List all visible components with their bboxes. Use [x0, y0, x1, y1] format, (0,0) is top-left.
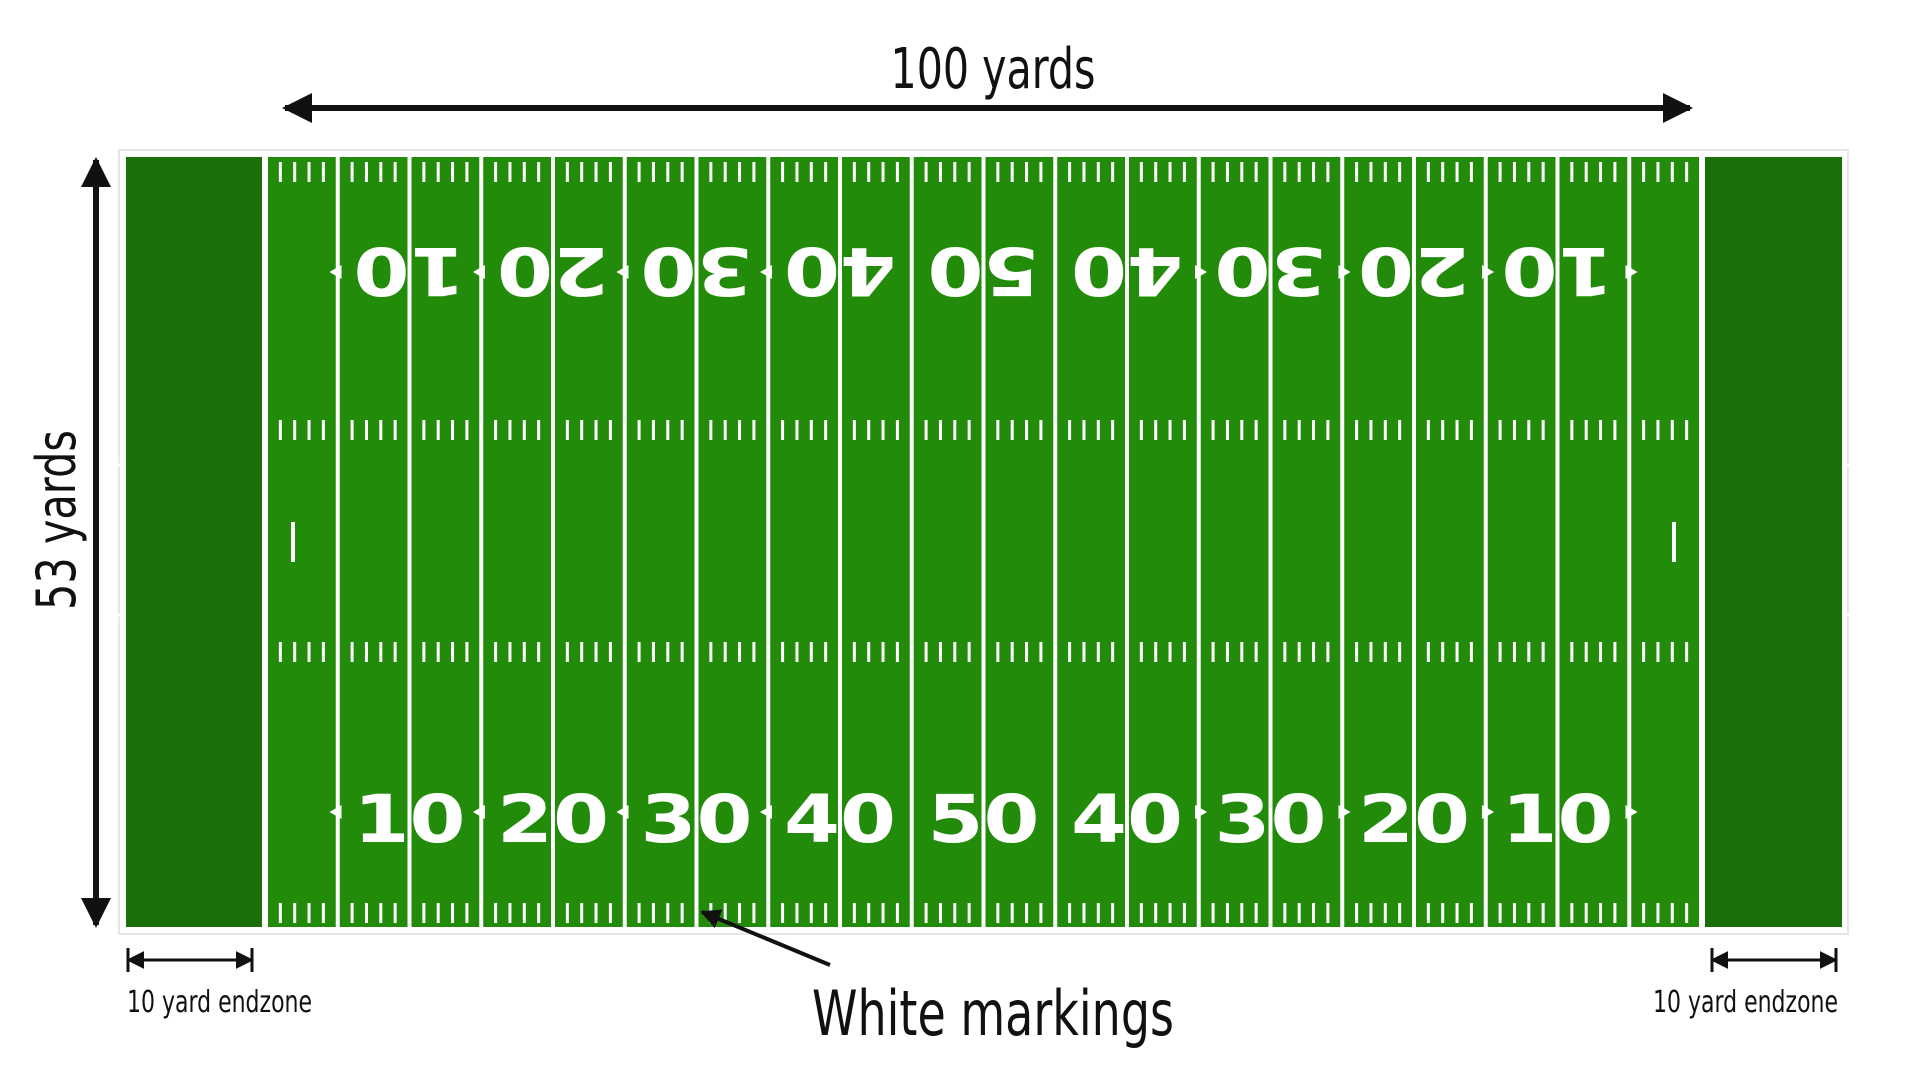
yard-numbers-bottom: 10 20 30 40 50 40 30 20 10 [354, 781, 1614, 858]
yard-number-top: 10 [354, 232, 466, 309]
direction-arrow [329, 265, 342, 279]
yard-number-top: 40 [784, 232, 896, 309]
yard-number-bottom: 20 [1358, 781, 1470, 858]
direction-arrow [616, 265, 629, 279]
yard-lines [112, 157, 1856, 927]
yard-number-bottom: 50 [928, 781, 1040, 858]
yard-number-bottom: 10 [354, 781, 466, 858]
endzone-right [1705, 157, 1842, 927]
endzone-dimension-right: 10 yard endzone [1653, 948, 1838, 1020]
yard-numbers-top: 10 20 30 40 50 40 30 20 10 [354, 232, 1614, 309]
direction-arrow [473, 805, 485, 819]
endzone-left-label: 10 yard endzone [127, 985, 312, 1020]
yard-number-bottom: 10 [1502, 781, 1614, 858]
yard-number-bottom: 30 [641, 781, 753, 858]
direction-arrow [1338, 805, 1351, 819]
yard-number-bottom: 40 [1071, 781, 1183, 858]
direction-arrow [1482, 805, 1494, 819]
endzone-left [126, 157, 262, 927]
direction-arrow [760, 805, 772, 819]
yard-number-top: 50 [928, 232, 1040, 309]
direction-arrow [1625, 265, 1638, 279]
width-dimension: 53 yards [25, 157, 111, 928]
football-field: 10 20 30 40 50 40 30 20 10 10 20 30 40 5… [112, 149, 1856, 935]
yard-number-top: 40 [1071, 232, 1183, 309]
direction-arrow [1195, 805, 1207, 819]
direction-arrow [616, 805, 629, 819]
yard-number-top: 10 [1502, 232, 1614, 309]
length-label: 100 yards [891, 37, 1096, 102]
yard-number-top: 20 [1358, 232, 1470, 309]
direction-arrow [760, 265, 772, 279]
direction-arrow [1338, 265, 1351, 279]
yard-number-bottom: 20 [497, 781, 609, 858]
yard-number-bottom: 30 [1215, 781, 1327, 858]
direction-arrow [329, 805, 342, 819]
markings-callout: White markings [700, 909, 1174, 1050]
yard-number-top: 20 [497, 232, 609, 309]
markings-pointer-arrow [700, 909, 831, 967]
yard-number-top: 30 [1215, 232, 1327, 309]
length-dimension: 100 yards [282, 37, 1693, 123]
endzone-right-label: 10 yard endzone [1653, 985, 1838, 1020]
direction-arrow [473, 265, 485, 279]
yard-number-top: 30 [641, 232, 753, 309]
yard-number-bottom: 40 [784, 781, 896, 858]
direction-arrow [1625, 805, 1638, 819]
width-label: 53 yards [25, 430, 88, 610]
direction-arrow [1195, 265, 1207, 279]
markings-label: White markings [812, 977, 1174, 1050]
direction-arrow [1482, 265, 1494, 279]
endzone-dimension-left: 10 yard endzone [126, 948, 312, 1020]
